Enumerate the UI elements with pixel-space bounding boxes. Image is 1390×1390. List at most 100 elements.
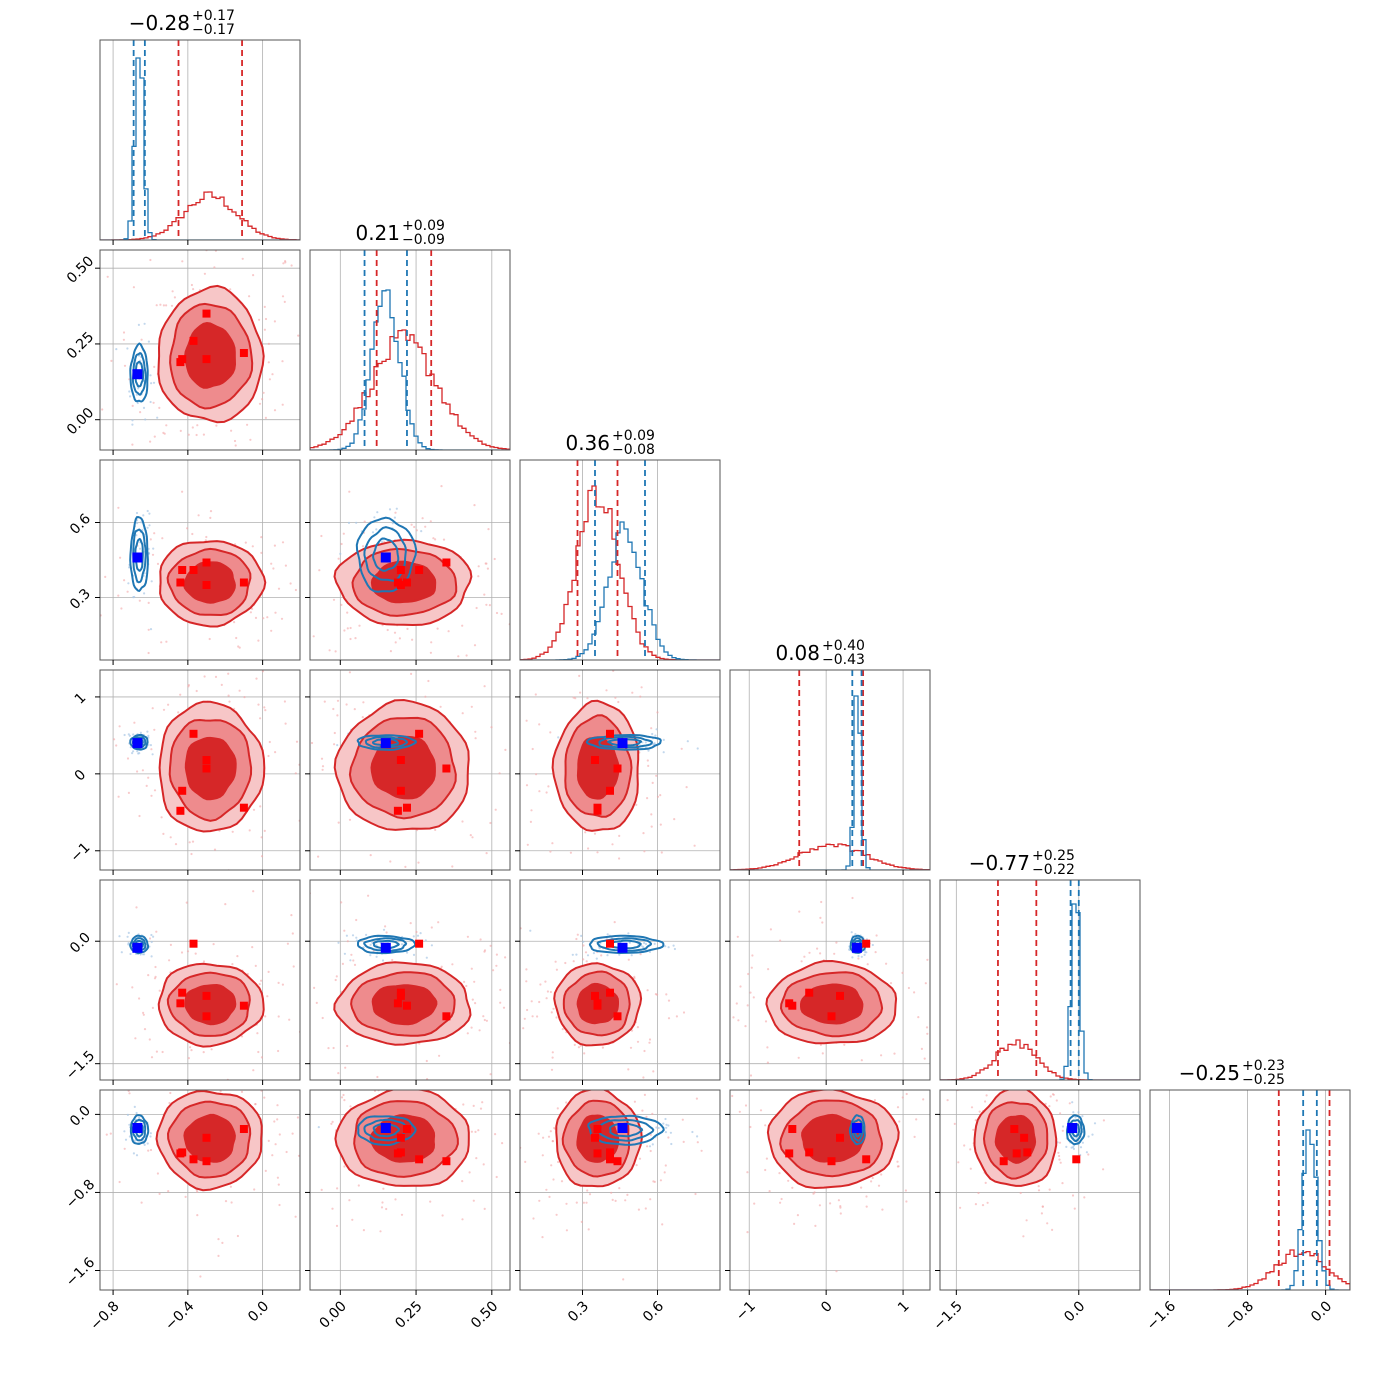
scatter-point-red <box>693 844 696 847</box>
scatter-point-red <box>228 700 231 703</box>
scatter-point-blue <box>131 423 134 426</box>
scatter-point-red <box>437 921 440 924</box>
scatter-point-red <box>346 611 349 614</box>
scatter-point-red <box>885 962 888 965</box>
scatter-point-red <box>147 628 150 631</box>
scatter-point-red <box>578 674 581 678</box>
scatter-point-red <box>429 651 432 654</box>
scatter-point-red <box>277 981 280 985</box>
scatter-point-red <box>595 1048 597 1050</box>
marker-blue-truth <box>380 552 391 563</box>
scatter-point-blue <box>380 540 384 544</box>
scatter-point-red <box>495 1175 498 1179</box>
scatter-point-red <box>203 675 206 678</box>
x-tick-label: 0.0 <box>1308 1298 1335 1325</box>
scatter-point-red <box>260 536 263 539</box>
scatter-point-red <box>643 1093 647 1096</box>
scatter-point-red <box>483 685 486 688</box>
scatter-point-red <box>162 633 164 635</box>
x-tick-label: −0.4 <box>162 1298 197 1333</box>
scatter-point-red <box>576 933 579 936</box>
marker-red-1 <box>189 1155 198 1164</box>
scatter-point-red <box>148 1038 151 1041</box>
scatter-point-red <box>385 931 388 934</box>
scatter-point-red <box>147 1149 150 1152</box>
scatter-point-blue <box>143 572 146 575</box>
marker-blue-truth <box>851 1123 862 1133</box>
scatter-point-red <box>162 832 165 836</box>
scatter-point-red <box>438 1054 441 1057</box>
scatter-point-blue <box>142 406 146 409</box>
scatter-point-blue <box>373 516 376 519</box>
scatter-point-red <box>739 985 742 988</box>
scatter-point-blue <box>150 933 153 937</box>
scatter-point-red <box>722 1013 724 1015</box>
scatter-point-red <box>627 1068 630 1071</box>
scatter-point-blue <box>575 953 578 956</box>
scatter-point-blue <box>667 1124 670 1127</box>
scatter-point-blue <box>599 942 602 945</box>
scatter-point-red <box>1058 1141 1062 1144</box>
scatter-point-red <box>285 1150 288 1154</box>
scatter-point-red <box>363 520 366 523</box>
scatter-point-blue <box>388 508 392 511</box>
scatter-point-blue <box>1061 1125 1065 1128</box>
scatter-point-red <box>178 1067 180 1069</box>
scatter-point-red <box>777 1074 779 1076</box>
scatter-point-red <box>889 982 893 985</box>
scatter-point-red <box>896 1160 899 1163</box>
marker-red-2 <box>202 355 211 364</box>
scatter-point-red <box>495 964 498 967</box>
scatter-point-red <box>204 539 207 542</box>
scatter-point-red <box>1102 1119 1105 1122</box>
scatter-point-blue <box>696 1135 699 1138</box>
x-tick-label: −1.5 <box>931 1298 966 1333</box>
scatter-point-red <box>303 980 305 982</box>
scatter-point-red <box>429 520 432 523</box>
contour-red-level-2 <box>370 735 436 800</box>
scatter-point-red <box>650 813 653 816</box>
x-tick-label: −0.8 <box>1222 1298 1257 1333</box>
scatter-point-red <box>325 560 327 562</box>
scatter-point-red <box>212 943 215 946</box>
scatter-point-red <box>600 954 603 957</box>
scatter-point-red <box>1026 1086 1028 1088</box>
scatter-point-blue <box>653 942 656 946</box>
scatter-point-blue <box>606 954 609 957</box>
marker-blue-truth <box>132 1123 143 1133</box>
scatter-point-red <box>248 295 251 298</box>
scatter-point-red <box>336 714 339 717</box>
scatter-point-red <box>564 961 567 965</box>
scatter-point-red <box>275 641 277 643</box>
scatter-point-red <box>565 1229 569 1232</box>
scatter-point-red <box>253 1188 256 1191</box>
contour-blue-level-0 <box>848 1114 866 1146</box>
scatter-point-red <box>534 693 537 696</box>
scatter-point-red <box>260 551 263 555</box>
scatter-point-blue <box>152 381 156 384</box>
scatter-point-red <box>540 889 542 891</box>
scatter-point-red <box>296 1116 299 1119</box>
scatter-point-red <box>119 556 122 559</box>
scatter-point-red <box>994 1071 996 1073</box>
scatter-point-red <box>999 1018 1001 1020</box>
scatter-point-red <box>584 831 587 834</box>
scatter-point-blue <box>644 942 648 946</box>
scatter-point-red <box>1051 1093 1055 1096</box>
marker-red-5 <box>785 999 794 1008</box>
scatter-point-red <box>470 1130 473 1133</box>
scatter-point-blue <box>1079 1146 1083 1149</box>
scatter-point-red <box>659 823 662 826</box>
scatter-point-red <box>336 699 340 702</box>
scatter-point-red <box>457 655 460 658</box>
scatter-point-red <box>154 975 157 979</box>
scatter-point-red <box>1041 1205 1044 1208</box>
marker-red-2 <box>836 1133 844 1142</box>
scatter-point-red <box>352 1072 354 1074</box>
scatter-point-red <box>334 978 337 982</box>
scatter-point-red <box>195 689 198 693</box>
scatter-point-red <box>485 1019 488 1022</box>
scatter-point-red <box>675 1015 679 1018</box>
scatter-point-red <box>153 789 157 792</box>
scatter-point-red <box>271 1154 274 1157</box>
